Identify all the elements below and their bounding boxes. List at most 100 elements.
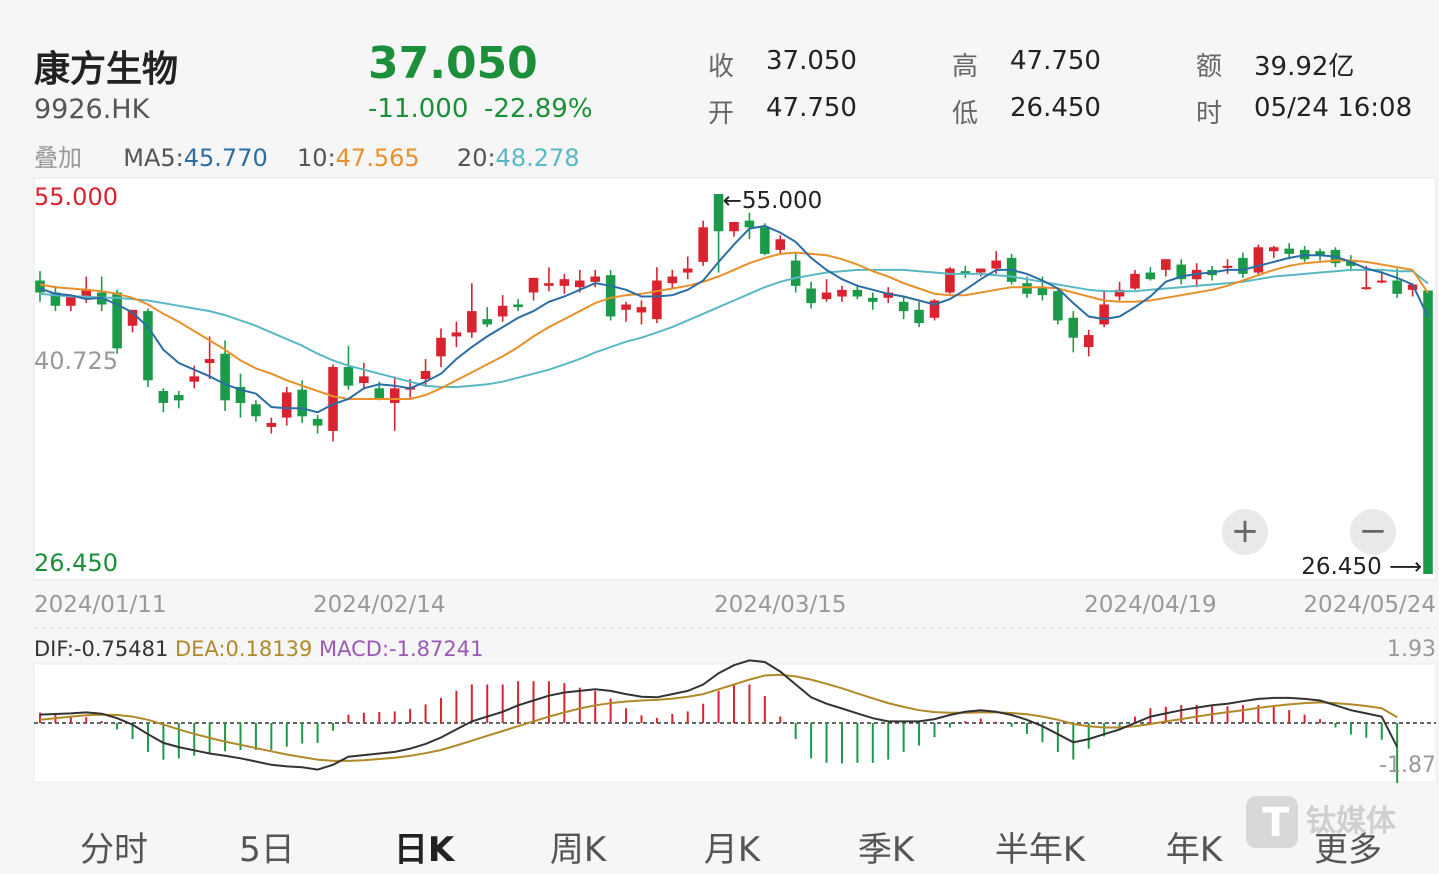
price-max-label: 55.000	[34, 183, 118, 211]
candle-body	[220, 353, 230, 401]
price-change-pct: -22.89%	[484, 94, 593, 124]
candle-body	[1268, 247, 1279, 252]
ma5-line	[39, 224, 1429, 414]
period-tabs: 分时 5日 日K 周K 月K 季K 半年K 年K 更多	[0, 814, 1439, 874]
candle-body	[235, 386, 246, 403]
macd-legend: DIF:-0.75481 DEA:0.18139 MACD:-1.87241	[34, 637, 483, 661]
stock-name: 康方生物	[34, 49, 179, 90]
kline-chart[interactable]: 55.000 40.725 26.450 ←55.000 26.450 ⟶ 2024/01…	[0, 0, 1439, 800]
tab-daily-k[interactable]: 日K	[393, 830, 455, 870]
stat-high-label: 高	[952, 52, 979, 82]
watermark-text: 钛媒体	[1306, 804, 1396, 839]
tab-5day[interactable]: 5日	[239, 830, 295, 870]
tab-intraday[interactable]: 分时	[80, 830, 148, 870]
candle-body	[158, 390, 169, 403]
candle-body	[513, 304, 523, 308]
candle-body	[1037, 287, 1048, 296]
zoom-out-button[interactable]: −	[1350, 509, 1396, 555]
candle-body	[945, 268, 955, 293]
candle-body	[312, 418, 323, 426]
macd-bottom-label: -1.87	[1379, 753, 1436, 778]
ma-legend: 叠加 MA5:45.770 10:47.565 20:48.278	[34, 138, 580, 173]
stat-high-value: 47.750	[1010, 46, 1101, 76]
dif-line	[39, 659, 1399, 771]
candle-body	[852, 289, 863, 297]
candle-body	[66, 295, 76, 306]
candle-body	[1176, 264, 1187, 280]
macd-legend-value: MACD:-1.87241	[319, 637, 483, 661]
stat-close-label: 收	[708, 52, 735, 82]
ma20-value: 48.278	[495, 144, 580, 172]
candle-body	[1114, 289, 1125, 297]
candle-body	[1161, 259, 1171, 270]
tab-more[interactable]: 更多	[1314, 830, 1382, 870]
candle-body	[698, 227, 708, 262]
candle-body	[790, 260, 801, 286]
candle-body	[374, 388, 385, 399]
candle-body	[127, 309, 138, 326]
stat-open-value: 47.750	[766, 93, 857, 123]
tab-weekly-k[interactable]: 周K	[549, 830, 607, 870]
candle-body	[1253, 247, 1264, 273]
candle-body	[528, 277, 539, 293]
candle-body	[821, 292, 832, 300]
candle-body	[112, 292, 122, 349]
dea-line	[39, 673, 1398, 762]
candle-body	[436, 337, 446, 357]
date-axis-label: 2024/05/24	[1303, 592, 1436, 618]
overlay-button[interactable]: 叠加	[34, 144, 82, 172]
candle-body	[1022, 283, 1032, 294]
tab-quarterly-k[interactable]: 季K	[857, 830, 915, 870]
candle-body	[1222, 265, 1233, 268]
ma10-line	[39, 251, 1429, 400]
candle-body	[1083, 335, 1094, 348]
candle-body	[914, 309, 924, 324]
candle-body	[1315, 251, 1325, 256]
candle-body	[204, 359, 215, 364]
stat-close-value: 37.050	[766, 46, 857, 76]
stat-time-value: 05/24 16:08	[1254, 93, 1413, 123]
candle-body	[590, 276, 600, 282]
current-price: 37.050	[368, 38, 538, 89]
ma10-value: 47.565	[335, 144, 420, 172]
candle-body	[868, 297, 878, 302]
candle-body	[359, 376, 369, 384]
zoom-in-button[interactable]: +	[1222, 509, 1268, 555]
stat-open-label: 开	[708, 99, 735, 129]
price-change: -11.000	[368, 94, 469, 124]
candle-body	[50, 292, 61, 306]
candle-body	[729, 221, 739, 232]
tab-monthly-k[interactable]: 月K	[703, 830, 761, 870]
date-axis-label: 2024/03/15	[714, 592, 847, 618]
candle-body	[605, 275, 616, 317]
watermark-t-icon: T	[1262, 800, 1290, 846]
candle-body	[806, 288, 816, 304]
tab-yearly-k[interactable]: 年K	[1165, 830, 1223, 870]
candle-body	[297, 389, 307, 417]
candle-body	[1346, 261, 1356, 266]
candle-body	[636, 307, 647, 313]
candle-body	[837, 289, 847, 297]
candle-body	[467, 311, 477, 333]
tab-halfyear-k[interactable]: 半年K	[994, 830, 1086, 870]
candle-body	[898, 301, 909, 312]
candle-body	[1130, 273, 1140, 289]
candle-body	[1099, 304, 1109, 325]
stat-turnover-value: 39.92亿	[1254, 52, 1355, 82]
price-min-label: 26.450	[34, 549, 118, 577]
candle-body	[621, 304, 631, 310]
ma10-label: 10:	[297, 144, 336, 172]
stat-low-value: 26.450	[1010, 93, 1101, 123]
ma5-value: 45.770	[183, 144, 268, 172]
stock-code: 9926.HK	[34, 94, 150, 125]
candle-body	[281, 392, 292, 418]
macd-top-label: 1.93	[1387, 637, 1436, 662]
candle-body	[81, 289, 92, 298]
date-axis-label: 2024/04/19	[1084, 592, 1217, 618]
candle-body	[189, 376, 200, 382]
candle-body	[482, 319, 493, 325]
stat-time-label: 时	[1196, 99, 1223, 129]
candle-body	[1361, 287, 1372, 290]
candle-body	[1068, 317, 1079, 338]
candle-body	[652, 280, 662, 320]
